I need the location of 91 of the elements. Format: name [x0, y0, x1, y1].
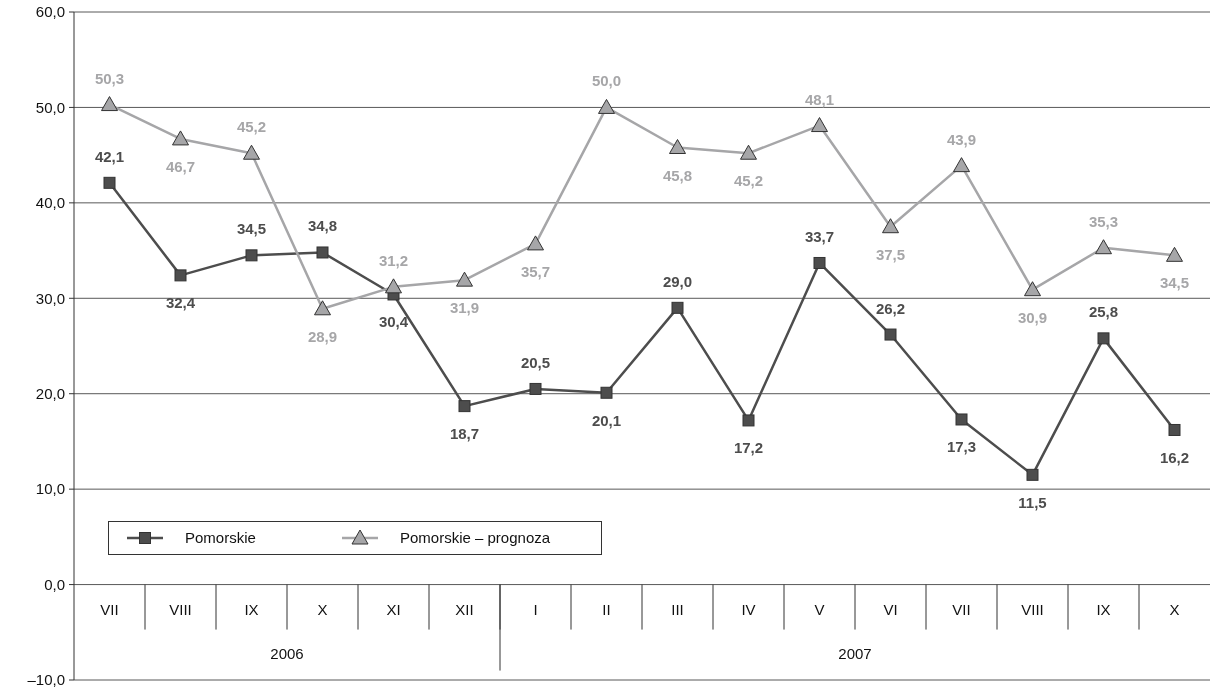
data-label: 29,0 — [662, 272, 693, 290]
data-label: 34,5 — [236, 220, 267, 238]
point — [316, 246, 329, 259]
point — [884, 328, 897, 341]
point — [527, 235, 544, 251]
y-tick-label: 0,0 — [44, 575, 65, 593]
y-tick-label: 10,0 — [35, 480, 65, 498]
data-label: 43,9 — [946, 130, 977, 148]
data-label: 31,2 — [378, 251, 409, 269]
data-label: 20,1 — [591, 411, 622, 429]
point — [101, 96, 118, 112]
point — [174, 269, 187, 282]
point — [669, 139, 686, 155]
point — [1166, 246, 1183, 262]
x-tick-label: X — [317, 600, 328, 618]
data-label: 32,4 — [165, 294, 196, 312]
data-label: 35,7 — [520, 262, 551, 280]
data-label: 50,0 — [591, 72, 622, 90]
data-label: 46,7 — [165, 157, 196, 175]
x-tick-label: VII — [100, 600, 119, 618]
point — [243, 144, 260, 160]
x-tick-label: VI — [883, 600, 898, 618]
point — [811, 117, 828, 133]
y-tick-label: 40,0 — [35, 194, 65, 212]
x-tick-label: VIII — [1021, 600, 1044, 618]
point — [385, 278, 402, 294]
data-label: 26,2 — [875, 299, 906, 317]
data-label: 25,8 — [1088, 303, 1119, 321]
data-label: 17,2 — [733, 439, 764, 457]
x-tick-label: III — [671, 600, 684, 618]
annotation: 2007 — [838, 644, 872, 662]
point — [529, 382, 542, 395]
annotation: 2006 — [270, 644, 304, 662]
point — [314, 300, 331, 316]
point — [103, 176, 116, 189]
legend-label: Pomorskie – prognoza — [400, 529, 551, 547]
data-label: 34,5 — [1159, 274, 1190, 292]
x-tick-label: X — [1169, 600, 1180, 618]
x-tick-label: IX — [244, 600, 259, 618]
data-label: 45,2 — [733, 172, 764, 190]
point — [882, 218, 899, 234]
data-label: 45,8 — [662, 166, 693, 184]
x-tick-label: V — [814, 600, 825, 618]
data-label: 30,9 — [1017, 308, 1048, 326]
point — [953, 157, 970, 173]
point — [740, 144, 757, 160]
data-label: 31,9 — [449, 299, 480, 317]
data-label: 33,7 — [804, 227, 835, 245]
point — [458, 400, 471, 413]
data-label: 16,2 — [1159, 448, 1190, 466]
x-tick-label: II — [602, 600, 611, 618]
point — [955, 413, 968, 426]
point — [1095, 239, 1112, 255]
point — [813, 256, 826, 269]
y-tick-label: 30,0 — [35, 289, 65, 307]
point — [671, 301, 684, 314]
y-tick-label: –10,0 — [27, 671, 65, 689]
legend-label: Pomorskie — [185, 529, 256, 547]
data-label: 34,8 — [307, 217, 338, 235]
y-tick-label: 50,0 — [35, 98, 65, 116]
data-label: 18,7 — [449, 425, 480, 443]
point — [600, 386, 613, 399]
data-label: 50,3 — [94, 69, 125, 87]
data-label: 30,4 — [378, 313, 409, 331]
point — [172, 130, 189, 146]
data-label: 11,5 — [1018, 493, 1047, 511]
x-tick-label: IX — [1096, 600, 1111, 618]
point — [1097, 332, 1110, 345]
y-tick-label: 60,0 — [35, 3, 65, 21]
point — [598, 98, 615, 114]
data-label: 48,1 — [804, 90, 835, 108]
point — [1024, 281, 1041, 297]
x-tick-label: VII — [952, 600, 971, 618]
x-tick-label: I — [533, 600, 538, 618]
point — [742, 414, 755, 427]
x-tick-label: IV — [741, 600, 756, 618]
data-label: 17,3 — [946, 438, 977, 456]
data-label: 35,3 — [1088, 212, 1119, 230]
point — [456, 271, 473, 287]
data-label: 20,5 — [520, 353, 551, 371]
data-label: 45,2 — [236, 118, 267, 136]
data-label: 37,5 — [875, 245, 906, 263]
point — [1168, 423, 1181, 436]
data-label: 42,1 — [94, 147, 125, 165]
point — [1026, 468, 1039, 481]
data-label: 28,9 — [307, 327, 338, 345]
x-tick-label: VIII — [169, 600, 192, 618]
x-tick-label: XII — [455, 600, 474, 618]
point — [245, 249, 258, 262]
x-tick-label: XI — [386, 600, 401, 618]
y-tick-label: 20,0 — [35, 385, 65, 403]
